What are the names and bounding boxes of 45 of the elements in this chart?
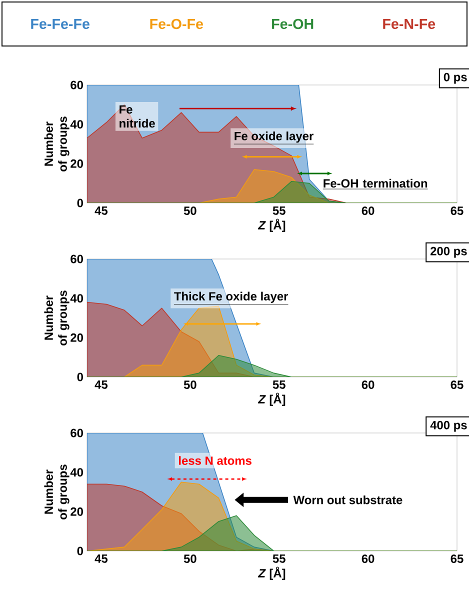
x-tick-label: 60 (362, 380, 374, 389)
x-tick-label: 55 (272, 206, 286, 215)
x-axis-title: Z [Å] (258, 392, 286, 406)
chart-title: 200 ps (430, 246, 467, 258)
x-tick-label: 55 (272, 380, 286, 389)
y-tick-label: 40 (70, 294, 83, 303)
annotation: Fe oxide layer (234, 132, 314, 143)
y-axis-title: Number of groups (44, 290, 70, 346)
x-tick-label: 50 (184, 206, 196, 215)
y-tick-label: 0 (77, 372, 83, 382)
x-tick-label: 65 (450, 554, 464, 563)
y-axis-title: Number of groups (44, 116, 70, 172)
y-tick-label: 40 (70, 120, 83, 129)
text: Fe-O-Fe (150, 18, 204, 30)
x-tick-label: 50 (184, 554, 196, 563)
x-axis-title: Z [Å] (258, 566, 286, 580)
y-tick-label: 60 (70, 254, 83, 264)
x-tick-label: 45 (94, 206, 108, 215)
y-tick-label: 0 (77, 198, 83, 208)
y-axis-title: Number of groups (44, 464, 70, 520)
y-tick-label: 20 (70, 333, 83, 342)
y-tick-label: 20 (70, 507, 83, 516)
x-tick-label: 65 (450, 380, 464, 389)
chart-title: 0 ps (444, 72, 467, 84)
chart-title: 400 ps (430, 420, 467, 432)
x-tick-label: 45 (94, 380, 108, 389)
y-tick-label: 20 (70, 159, 83, 168)
annotation: Thick Fe oxide layer (174, 292, 288, 303)
x-tick-label: 65 (450, 206, 464, 215)
x-tick-label: 60 (362, 206, 374, 215)
annotation: Fe-OH termination (324, 178, 428, 188)
y-tick-label: 60 (70, 428, 83, 438)
annotation: less N atoms (179, 456, 252, 465)
x-tick-label: 45 (94, 554, 108, 563)
text: Fe-Fe-Fe (31, 18, 90, 30)
text: Fe-OH (272, 18, 314, 30)
y-tick-label: 60 (70, 80, 83, 90)
y-tick-label: 40 (70, 468, 83, 477)
x-tick-label: 50 (184, 380, 196, 389)
annotation: Fe nitride (120, 105, 155, 128)
y-tick-label: 0 (77, 546, 83, 556)
x-tick-label: 60 (362, 554, 374, 563)
x-tick-label: 55 (272, 554, 286, 563)
x-axis-title: Z [Å] (258, 218, 286, 232)
text: Fe-N-Fe (383, 18, 436, 30)
